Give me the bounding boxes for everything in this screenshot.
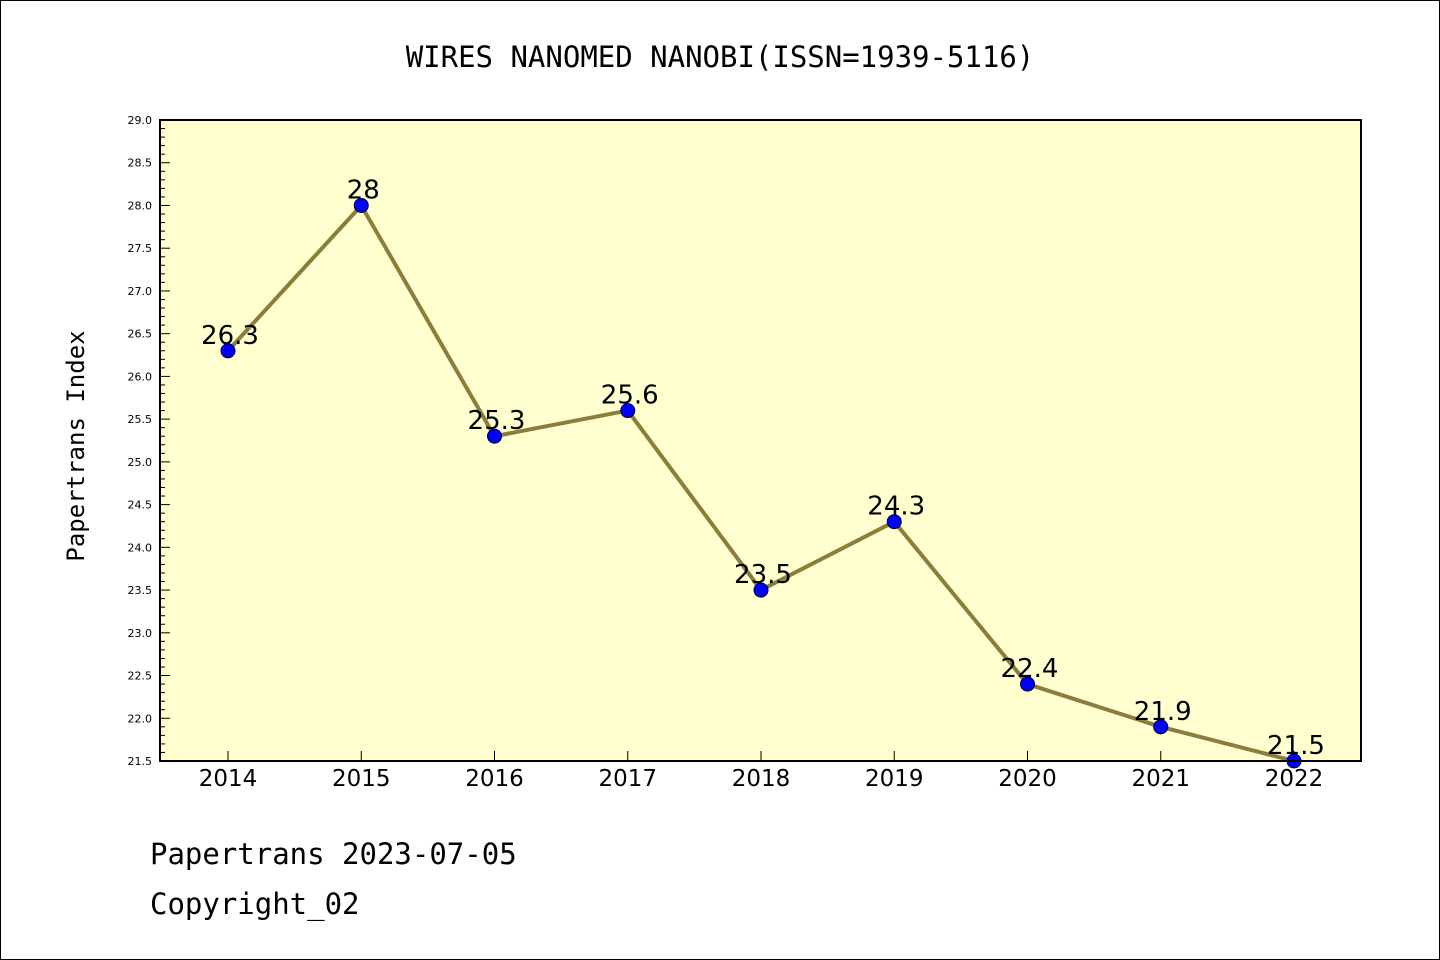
x-tick-label: 2017 [598, 766, 657, 792]
x-axis: 2014 2015 2016 2017 2018 2019 2020 2021 2022 [199, 751, 1324, 792]
y-tick-label: 26.0 [128, 370, 153, 383]
y-tick-label: 26.5 [128, 328, 153, 341]
x-tick-label: 2018 [732, 766, 791, 792]
data-label: 23.5 [734, 560, 792, 590]
y-tick-label: 24.0 [128, 541, 153, 554]
data-point [1153, 719, 1169, 735]
y-axis-label: Papertrans Index [62, 330, 90, 561]
y-tick-label: 22.0 [128, 712, 153, 725]
data-labels: 26.3 28 25.3 25.6 23.5 24.3 22.4 21.9 21.5 [201, 175, 1325, 761]
data-label: 21.9 [1134, 697, 1192, 727]
data-label: 22.4 [1001, 654, 1059, 684]
y-tick-label: 25.5 [128, 413, 153, 426]
y-tick-label: 28.0 [128, 199, 153, 212]
y-tick-label: 28.5 [128, 157, 153, 170]
data-point [620, 403, 636, 419]
x-tick-label: 2016 [465, 766, 524, 792]
x-tick-label: 2019 [865, 766, 924, 792]
data-point [1020, 676, 1035, 692]
y-tick-label: 24.5 [128, 499, 153, 512]
data-label: 21.5 [1267, 731, 1325, 761]
data-label: 26.3 [201, 321, 259, 351]
plot-border [159, 119, 1362, 762]
data-point [487, 428, 502, 444]
data-point [753, 582, 769, 598]
y-tick-label: 25.0 [128, 456, 153, 469]
y-tick-label: 21.5 [128, 755, 153, 768]
data-label: 25.6 [601, 381, 659, 411]
data-point [886, 514, 902, 530]
x-tick-label: 2022 [1265, 766, 1324, 792]
y-tick-label: 22.5 [128, 670, 153, 683]
y-axis: 21.5 22.0 22.5 23.0 23.5 24.0 24.5 25.0 25.5 26.0… [128, 114, 170, 768]
y-tick-label: 23.5 [128, 584, 153, 597]
data-point [220, 343, 236, 359]
y-tick-label: 29.0 [128, 114, 153, 127]
footer-date: Papertrans 2023-07-05 [150, 837, 517, 871]
data-point [353, 197, 369, 213]
x-tick-label: 2021 [1131, 766, 1190, 792]
footer-copyright: Copyright_02 [150, 887, 360, 922]
y-tick-label: 27.5 [128, 242, 153, 255]
data-label: 25.3 [468, 406, 526, 436]
x-tick-label: 2020 [998, 766, 1057, 792]
data-label: 28 [347, 175, 380, 205]
y-tick-label: 27.0 [128, 285, 153, 298]
chart-title: WIRES NANOMED NANOBI(ISSN=1939-5116) [406, 40, 1035, 74]
x-tick-label: 2015 [332, 766, 391, 792]
plot-area [160, 120, 1361, 761]
x-tick-label: 2014 [199, 766, 258, 792]
data-label: 24.3 [867, 492, 925, 522]
y-tick-label: 23.0 [128, 627, 153, 640]
